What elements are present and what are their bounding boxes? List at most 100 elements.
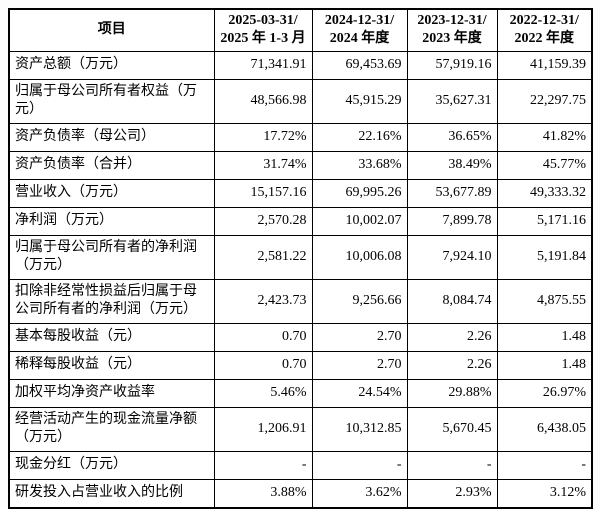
cell-value: 69,453.69 xyxy=(311,50,408,80)
table-row: 资产负债率（合并） 31.74% 33.68% 38.49% 45.77% xyxy=(8,150,593,180)
table-row: 归属于母公司所有者的净利润（万元） 2,581.22 10,006.08 7,9… xyxy=(8,234,593,280)
cell-value: 53,677.89 xyxy=(406,178,498,208)
cell-value: - xyxy=(213,450,313,480)
table-row: 净利润（万元） 2,570.28 10,002.07 7,899.78 5,17… xyxy=(8,206,593,236)
table-row: 营业收入（万元） 15,157.16 69,995.26 53,677.89 4… xyxy=(8,178,593,208)
cell-value: 49,333.32 xyxy=(496,178,593,208)
cell-value: 36.65% xyxy=(406,122,498,152)
row-label: 归属于母公司所有者的净利润（万元） xyxy=(8,234,215,280)
cell-value: 7,899.78 xyxy=(406,206,498,236)
cell-value: 8,084.74 xyxy=(406,278,498,324)
cell-value: - xyxy=(311,450,408,480)
cell-value: 2.93% xyxy=(406,478,498,509)
period-line1: 2022-12-31/ xyxy=(509,13,579,28)
cell-value: 9,256.66 xyxy=(311,278,408,324)
cell-value: 10,002.07 xyxy=(311,206,408,236)
cell-value: 31.74% xyxy=(213,150,313,180)
cell-value: 15,157.16 xyxy=(213,178,313,208)
cell-value: 2.26 xyxy=(406,322,498,352)
cell-value: 57,919.16 xyxy=(406,50,498,80)
cell-value: 1.48 xyxy=(496,350,593,380)
cell-value: 24.54% xyxy=(311,378,408,408)
cell-value: 5,171.16 xyxy=(496,206,593,236)
cell-value: 71,341.91 xyxy=(213,50,313,80)
cell-value: 45,915.29 xyxy=(311,78,408,124)
cell-value: 41,159.39 xyxy=(496,50,593,80)
cell-value: 38.49% xyxy=(406,150,498,180)
row-label: 资产总额（万元） xyxy=(8,50,215,80)
cell-value: 1,206.91 xyxy=(213,406,313,452)
cell-value: 5,670.45 xyxy=(406,406,498,452)
table-body: 资产总额（万元） 71,341.91 69,453.69 57,919.16 4… xyxy=(8,50,593,509)
cell-value: 3.62% xyxy=(311,478,408,509)
cell-value: 7,924.10 xyxy=(406,234,498,280)
cell-value: 2.26 xyxy=(406,350,498,380)
row-label: 归属于母公司所有者权益（万元） xyxy=(8,78,215,124)
cell-value: 33.68% xyxy=(311,150,408,180)
cell-value: 3.12% xyxy=(496,478,593,509)
row-label: 资产负债率（母公司） xyxy=(8,122,215,152)
cell-value: 2.70 xyxy=(311,322,408,352)
period-line2: 2025 年 1-3 月 xyxy=(220,31,306,47)
cell-value: 22,297.75 xyxy=(496,78,593,124)
item-column-header: 项目 xyxy=(8,8,215,52)
cell-value: - xyxy=(496,450,593,480)
cell-value: 0.70 xyxy=(213,350,313,380)
row-label: 营业收入（万元） xyxy=(8,178,215,208)
table-row: 扣除非经常性损益后归属于母公司所有者的净利润（万元） 2,423.73 9,25… xyxy=(8,278,593,324)
cell-value: 1.48 xyxy=(496,322,593,352)
row-label: 资产负债率（合并） xyxy=(8,150,215,180)
cell-value: 35,627.31 xyxy=(406,78,498,124)
period-line1: 2025-03-31/ xyxy=(228,13,298,28)
table-row: 归属于母公司所有者权益（万元） 48,566.98 45,915.29 35,6… xyxy=(8,78,593,124)
cell-value: 3.88% xyxy=(213,478,313,509)
row-label: 研发投入占营业收入的比例 xyxy=(8,478,215,509)
period-line1: 2024-12-31/ xyxy=(324,13,395,28)
table-row: 资产负债率（母公司） 17.72% 22.16% 36.65% 41.82% xyxy=(8,122,593,152)
table-row: 现金分红（万元） - - - - xyxy=(8,450,593,480)
row-label: 现金分红（万元） xyxy=(8,450,215,480)
period-column-header-2025: 2025-03-31/ 2025 年 1-3 月 xyxy=(213,8,313,52)
row-label: 稀释每股收益（元） xyxy=(8,350,215,380)
period-line2: 2023 年度 xyxy=(422,31,482,47)
period-line2: 2022 年度 xyxy=(514,31,575,47)
cell-value: 2.70 xyxy=(311,350,408,380)
cell-value: 0.70 xyxy=(213,322,313,352)
period-column-header-2022: 2022-12-31/ 2022 年度 xyxy=(496,8,593,52)
period-column-header-2024: 2024-12-31/ 2024 年度 xyxy=(311,8,408,52)
cell-value: 2,423.73 xyxy=(213,278,313,324)
cell-value: 2,570.28 xyxy=(213,206,313,236)
cell-value: - xyxy=(406,450,498,480)
financial-summary-table: 项目 2025-03-31/ 2025 年 1-3 月 2024-12-31/ … xyxy=(8,8,593,509)
row-label: 经营活动产生的现金流量净额（万元） xyxy=(8,406,215,452)
table-header-row: 项目 2025-03-31/ 2025 年 1-3 月 2024-12-31/ … xyxy=(8,8,593,52)
cell-value: 41.82% xyxy=(496,122,593,152)
cell-value: 48,566.98 xyxy=(213,78,313,124)
row-label: 加权平均净资产收益率 xyxy=(8,378,215,408)
table-row: 经营活动产生的现金流量净额（万元） 1,206.91 10,312.85 5,6… xyxy=(8,406,593,452)
table-row: 稀释每股收益（元） 0.70 2.70 2.26 1.48 xyxy=(8,350,593,380)
row-label: 基本每股收益（元） xyxy=(8,322,215,352)
row-label: 净利润（万元） xyxy=(8,206,215,236)
period-line2: 2024 年度 xyxy=(329,31,390,47)
cell-value: 2,581.22 xyxy=(213,234,313,280)
period-line1: 2023-12-31/ xyxy=(417,13,487,28)
cell-value: 17.72% xyxy=(213,122,313,152)
table-row: 基本每股收益（元） 0.70 2.70 2.26 1.48 xyxy=(8,322,593,352)
cell-value: 29.88% xyxy=(406,378,498,408)
cell-value: 69,995.26 xyxy=(311,178,408,208)
cell-value: 22.16% xyxy=(311,122,408,152)
table-row: 资产总额（万元） 71,341.91 69,453.69 57,919.16 4… xyxy=(8,50,593,80)
cell-value: 6,438.05 xyxy=(496,406,593,452)
cell-value: 45.77% xyxy=(496,150,593,180)
cell-value: 10,006.08 xyxy=(311,234,408,280)
cell-value: 10,312.85 xyxy=(311,406,408,452)
cell-value: 26.97% xyxy=(496,378,593,408)
row-label: 扣除非经常性损益后归属于母公司所有者的净利润（万元） xyxy=(8,278,215,324)
cell-value: 5,191.84 xyxy=(496,234,593,280)
period-column-header-2023: 2023-12-31/ 2023 年度 xyxy=(406,8,498,52)
table-row: 加权平均净资产收益率 5.46% 24.54% 29.88% 26.97% xyxy=(8,378,593,408)
table-row: 研发投入占营业收入的比例 3.88% 3.62% 2.93% 3.12% xyxy=(8,478,593,509)
cell-value: 4,875.55 xyxy=(496,278,593,324)
cell-value: 5.46% xyxy=(213,378,313,408)
